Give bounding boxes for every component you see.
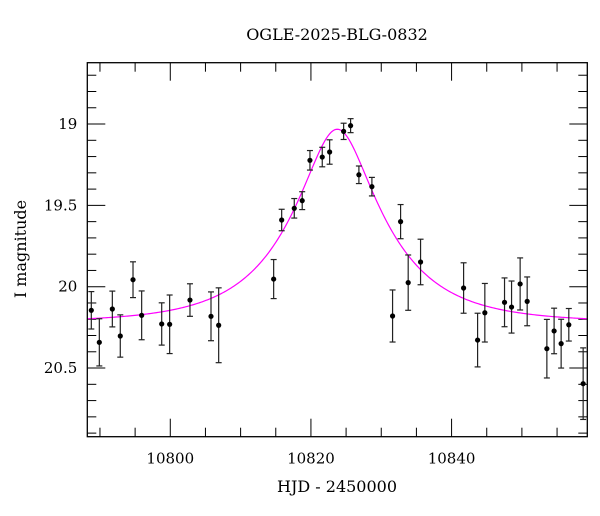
data-point bbox=[543, 318, 550, 379]
point-marker bbox=[347, 123, 354, 129]
data-point bbox=[417, 238, 424, 286]
point-marker bbox=[517, 281, 523, 287]
data-point bbox=[326, 139, 333, 165]
y-tick-label: 19.5 bbox=[44, 196, 77, 214]
data-point bbox=[565, 307, 572, 342]
data-point bbox=[166, 294, 173, 355]
point-marker bbox=[319, 154, 325, 160]
data-point bbox=[299, 191, 306, 211]
chart-title: OGLE-2025-BLG-0832 bbox=[246, 25, 428, 44]
point-marker bbox=[474, 337, 481, 343]
point-marker bbox=[96, 339, 102, 345]
data-point bbox=[389, 289, 396, 343]
y-tick-label: 20 bbox=[58, 278, 77, 296]
point-marker bbox=[159, 321, 165, 327]
data-point bbox=[508, 280, 515, 334]
data-point bbox=[405, 254, 412, 311]
point-marker bbox=[208, 313, 214, 319]
point-marker bbox=[130, 277, 136, 283]
point-marker bbox=[279, 217, 285, 223]
point-marker bbox=[307, 157, 313, 163]
point-marker bbox=[341, 128, 347, 134]
point-marker bbox=[187, 297, 193, 303]
point-marker bbox=[291, 205, 297, 211]
data-point bbox=[215, 287, 222, 364]
data-point bbox=[368, 176, 375, 197]
model-curve-group bbox=[87, 128, 588, 320]
data-point bbox=[580, 347, 587, 421]
y-tick-label: 20.5 bbox=[44, 359, 77, 377]
point-marker bbox=[88, 307, 94, 313]
data-point bbox=[551, 307, 558, 355]
data-point bbox=[460, 262, 467, 314]
point-marker bbox=[369, 184, 375, 190]
data-point bbox=[355, 165, 362, 185]
point-marker bbox=[139, 312, 145, 318]
data-point bbox=[291, 197, 298, 219]
point-marker bbox=[167, 321, 173, 327]
x-tick-label: 10840 bbox=[428, 450, 476, 468]
data-point bbox=[517, 257, 524, 311]
plot-frame bbox=[86, 62, 588, 438]
data-point bbox=[474, 312, 481, 368]
data-point bbox=[319, 146, 326, 168]
data-point bbox=[109, 290, 116, 328]
point-marker bbox=[482, 310, 488, 316]
data-points-group bbox=[88, 118, 587, 421]
data-point bbox=[96, 318, 103, 367]
data-point bbox=[347, 118, 354, 134]
point-marker bbox=[405, 280, 411, 286]
point-marker bbox=[566, 322, 572, 328]
y-axis-label: I magnitude bbox=[11, 200, 30, 298]
model-curve bbox=[87, 128, 588, 320]
data-point bbox=[558, 318, 565, 369]
point-marker bbox=[508, 304, 515, 310]
data-point bbox=[278, 208, 285, 232]
point-marker bbox=[524, 298, 530, 304]
point-marker bbox=[501, 299, 508, 305]
point-marker bbox=[544, 346, 550, 352]
data-point bbox=[117, 314, 124, 358]
data-point bbox=[158, 302, 165, 346]
x-axis-label: HJD - 2450000 bbox=[277, 477, 397, 496]
data-point bbox=[481, 282, 488, 343]
x-tick-label: 10800 bbox=[146, 450, 194, 468]
point-marker bbox=[109, 306, 115, 312]
point-marker bbox=[271, 276, 277, 282]
x-tick-label: 10820 bbox=[287, 450, 335, 468]
data-point bbox=[186, 283, 193, 317]
data-point bbox=[88, 290, 95, 330]
data-point bbox=[524, 276, 531, 327]
point-marker bbox=[327, 149, 333, 155]
point-marker bbox=[417, 259, 424, 265]
axis-ticks: 10800 10820 10840 19 19.5 20 20.5 bbox=[44, 62, 588, 468]
data-point bbox=[130, 261, 137, 299]
point-marker bbox=[580, 381, 586, 387]
data-point bbox=[501, 277, 508, 328]
y-tick-label: 19 bbox=[58, 115, 77, 133]
point-marker bbox=[461, 285, 467, 291]
data-point bbox=[397, 203, 404, 240]
point-marker bbox=[117, 333, 123, 339]
data-point bbox=[270, 258, 277, 300]
point-marker bbox=[558, 341, 564, 347]
point-marker bbox=[397, 219, 404, 225]
point-marker bbox=[216, 322, 222, 328]
data-point bbox=[138, 290, 145, 341]
data-point bbox=[207, 291, 214, 342]
point-marker bbox=[356, 172, 362, 178]
data-point bbox=[306, 149, 313, 171]
data-point bbox=[340, 122, 347, 141]
point-marker bbox=[299, 198, 305, 204]
point-marker bbox=[551, 328, 557, 334]
point-marker bbox=[389, 313, 396, 319]
